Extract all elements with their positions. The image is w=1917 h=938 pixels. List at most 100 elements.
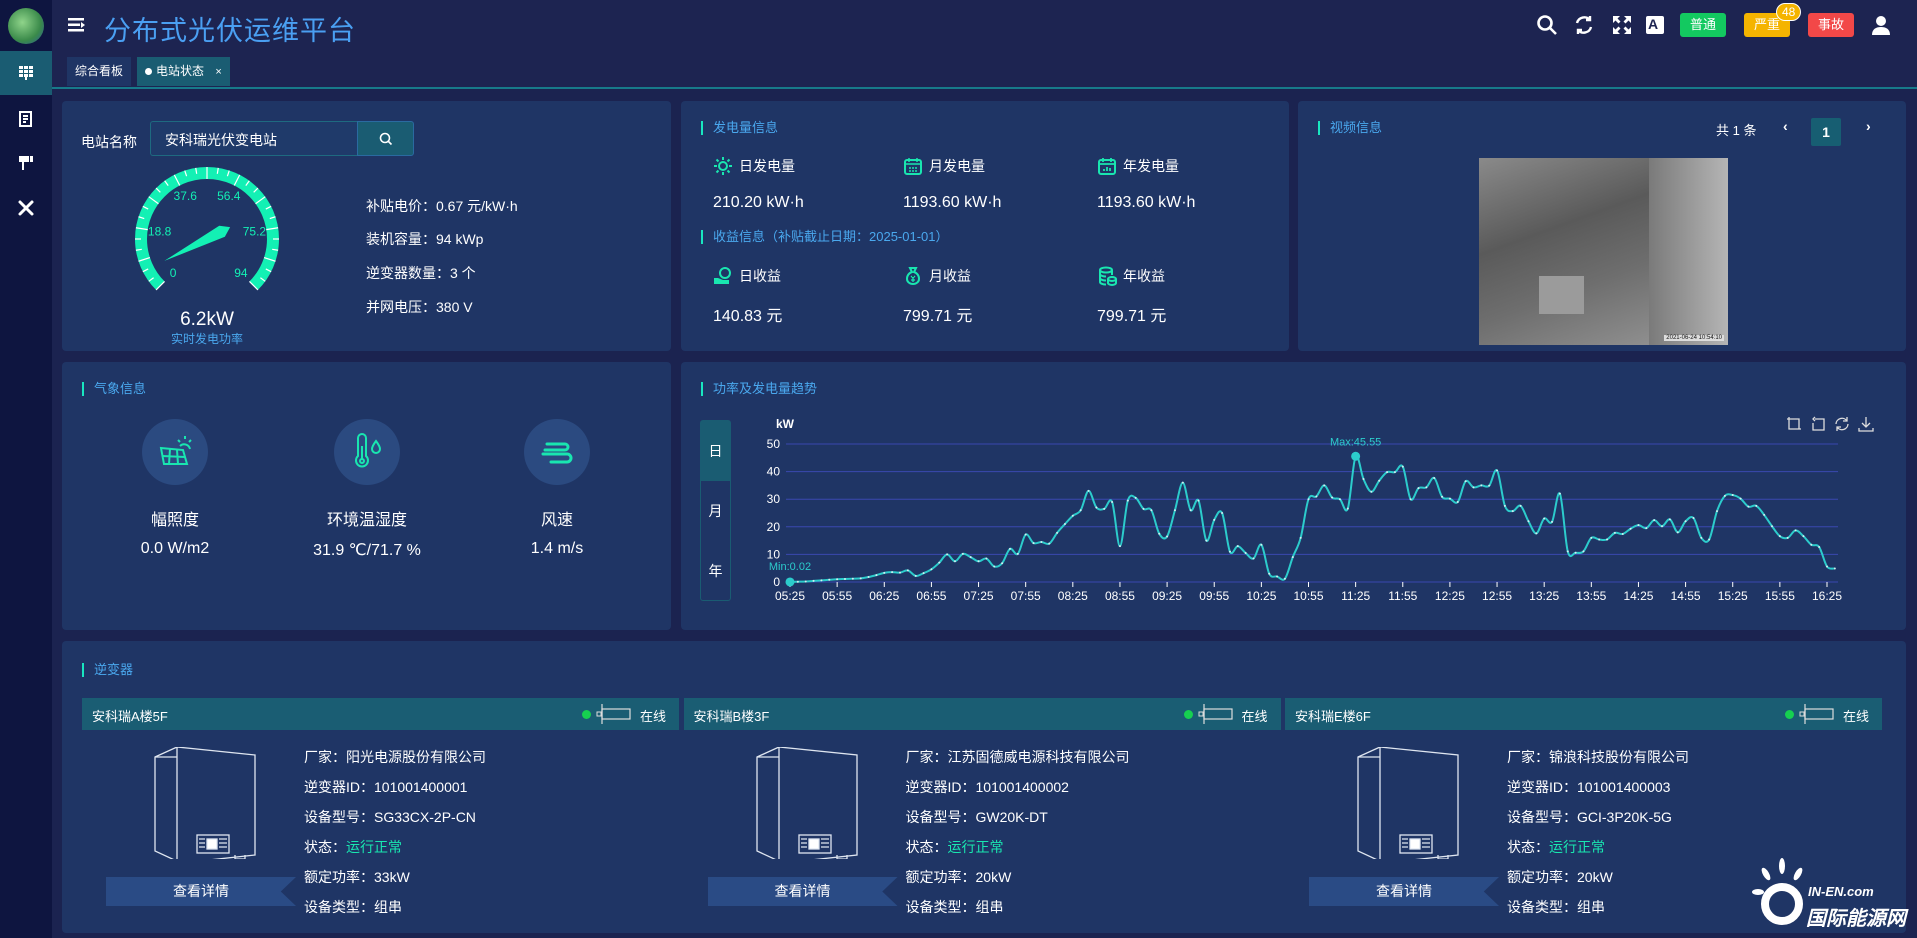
refresh-button[interactable] <box>1573 14 1595 36</box>
search-button[interactable] <box>1536 14 1558 36</box>
data-point <box>1566 550 1569 553</box>
data-point <box>1755 504 1758 507</box>
data-point <box>1417 487 1420 490</box>
inverter-field: 设备类型：组串 <box>905 899 1004 915</box>
video-timestamp: 2021-06-24 10:54:10 <box>1664 335 1724 341</box>
camera-video-feed[interactable]: 2021-06-24 10:54:10 <box>1479 158 1728 345</box>
translate-button[interactable]: A <box>1646 16 1664 34</box>
gauge-tick <box>272 248 279 251</box>
inverter-field: 厂家：江苏固德威电源科技有限公司 <box>905 749 1130 765</box>
gauge-tick <box>265 268 272 273</box>
data-point <box>796 580 799 583</box>
restore-icon[interactable] <box>1834 416 1850 432</box>
income-title: 收益信息（补贴截止日期：2025-01-01） <box>701 230 949 244</box>
search-icon <box>379 132 392 145</box>
data-point <box>1283 577 1286 580</box>
data-point <box>1095 506 1098 509</box>
user-icon <box>1872 16 1890 35</box>
data-point <box>1676 531 1679 534</box>
view-details-button[interactable]: 查看详情 <box>707 877 898 906</box>
info-capacity: 装机容量：94 kWp <box>366 231 484 247</box>
inverter-title: 逆变器 <box>82 663 133 677</box>
data-point <box>1527 520 1530 523</box>
data-point <box>1810 543 1813 546</box>
tab-close-button[interactable]: × <box>215 66 222 78</box>
fullscreen-button[interactable] <box>1611 14 1633 36</box>
alert-accident-button[interactable]: 事故 <box>1808 13 1855 37</box>
sidebar-item-camera[interactable] <box>0 141 52 185</box>
min-label: Min:0.02 <box>769 561 811 573</box>
gauge-tick <box>135 248 142 251</box>
data-point <box>1126 499 1129 502</box>
tab-label: 电站状态 <box>156 64 205 78</box>
tab-station-status[interactable]: 电站状态 × <box>137 57 230 86</box>
page-1-button[interactable]: 1 <box>1811 118 1841 146</box>
station-name-input[interactable]: 安科瑞光伏变电站 <box>150 121 357 156</box>
x-tick-label: 08:25 <box>1058 589 1088 603</box>
tab-overview[interactable]: 综合看板 <box>67 57 132 86</box>
x-tick-label: 08:55 <box>1105 589 1135 603</box>
gauge-tick <box>142 268 149 273</box>
data-point <box>1645 527 1648 530</box>
x-tick-label: 07:25 <box>964 589 994 603</box>
alert-normal-button[interactable]: 普通 <box>1680 13 1727 37</box>
y-tick-label: 30 <box>767 492 781 506</box>
items-item-label: 年发电量 <box>1097 156 1179 176</box>
info-grid-voltage: 并网电压：380 V <box>366 299 473 315</box>
sidebar <box>0 0 52 938</box>
data-point <box>1543 517 1546 520</box>
inverter-field: 设备型号：GCI-3P20K-5G <box>1507 809 1672 825</box>
alert-count-badge: 48 <box>1776 3 1802 21</box>
top-header <box>52 0 1917 52</box>
data-point <box>1323 484 1326 487</box>
income-item-value: 799.71 元 <box>1097 308 1167 325</box>
data-point <box>1574 551 1577 554</box>
generation-title: 发电量信息 <box>701 121 778 135</box>
menu-toggle-button[interactable] <box>68 17 86 36</box>
items-item-label: 月发电量 <box>903 156 985 176</box>
next-page-button[interactable]: › <box>1866 118 1871 134</box>
trend-panel: 功率及发电量趋势 日 月 年 kW 0 10 20 30 40 50 05:25 05:55 06… <box>681 362 1906 630</box>
x-tick-label: 11:55 <box>1388 589 1417 603</box>
data-point <box>922 572 925 575</box>
solar-panel-icon <box>159 436 192 465</box>
items-item-value: 1193.60 kW·h <box>1097 194 1196 211</box>
data-point <box>1173 509 1176 512</box>
station-name-label: 电站名称 <box>81 134 137 150</box>
gauge-tick-label: 0 <box>170 266 177 280</box>
data-point <box>938 561 941 564</box>
period-day-button[interactable]: 日 <box>701 421 730 481</box>
gauge-pointer <box>164 225 231 261</box>
inverter-field: 逆变器ID：101001400003 <box>1507 779 1671 795</box>
period-month-button[interactable]: 月 <box>708 503 723 519</box>
view-details-button[interactable]: 查看详情 <box>106 877 296 906</box>
power-trend-chart[interactable]: kW 0 10 20 30 40 50 05:25 05:55 06:25 06:55 07:25 07… <box>681 362 1906 630</box>
data-point <box>1613 531 1616 534</box>
user-button[interactable] <box>1870 14 1892 36</box>
period-year-button[interactable]: 年 <box>708 563 723 579</box>
prev-page-button[interactable]: ‹ <box>1783 118 1788 134</box>
x-tick-label: 06:55 <box>916 589 946 603</box>
zoom-select-icon[interactable] <box>1786 416 1802 432</box>
app-title: 分布式光伏运维平台 <box>104 16 356 46</box>
sidebar-item-dashboard[interactable] <box>0 51 52 95</box>
data-point <box>1590 536 1593 539</box>
view-details-button[interactable]: 查看详情 <box>1309 877 1499 906</box>
data-point <box>1582 550 1585 553</box>
gauge-tick <box>173 174 181 186</box>
x-tick-label: 14:55 <box>1671 589 1701 603</box>
x-tick-label: 05:55 <box>822 589 852 603</box>
data-point <box>1111 500 1114 503</box>
zoom-reset-icon[interactable] <box>1810 416 1826 432</box>
wind-icon <box>541 442 573 464</box>
watermark-text-en: IN-EN.com <box>1808 884 1874 899</box>
inverter-name: 安科瑞A楼5F <box>92 709 168 724</box>
sidebar-item-reports[interactable] <box>0 97 52 141</box>
fullscreen-icon <box>1613 16 1631 34</box>
station-search-button[interactable] <box>357 121 414 156</box>
inverter-field: 状态：运行正常 <box>1507 839 1605 855</box>
temp-humidity-value: 31.9 ℃/71.7 % <box>313 542 421 559</box>
sidebar-item-tools[interactable] <box>0 186 52 230</box>
download-icon[interactable] <box>1858 416 1874 432</box>
data-point <box>993 565 996 568</box>
